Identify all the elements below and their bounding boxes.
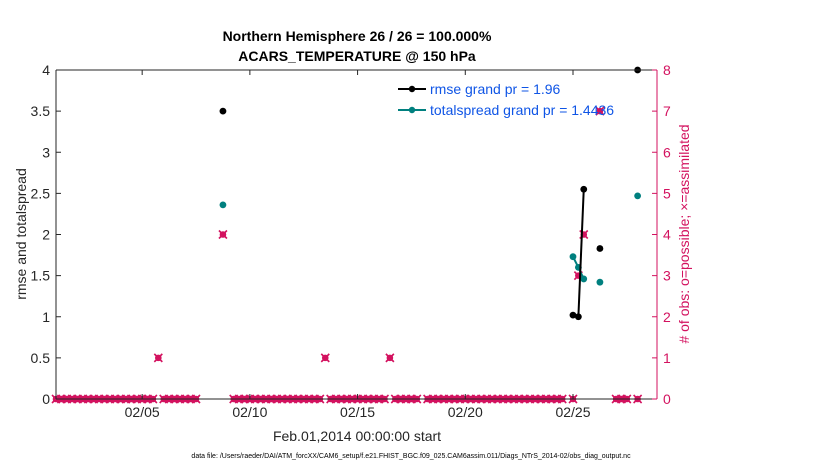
rmse-point bbox=[596, 245, 604, 252]
x-tick-label: 02/25 bbox=[555, 404, 590, 420]
y-left-tick-label: 4 bbox=[42, 62, 50, 78]
legend: rmse grand pr = 1.96 totalspread grand p… bbox=[398, 81, 614, 118]
obs-count-marker bbox=[218, 229, 228, 240]
y-left-tick-label: 1.5 bbox=[31, 268, 51, 284]
y-right-tick-label: 2 bbox=[663, 309, 671, 325]
y-left-tick-label: 0.5 bbox=[31, 350, 51, 366]
totalspread-point bbox=[596, 278, 604, 286]
obs-count-marker bbox=[595, 106, 605, 116]
rmse-point bbox=[569, 311, 577, 319]
y-right-tick-label: 5 bbox=[663, 185, 671, 201]
x-tick-label: 02/15 bbox=[340, 404, 375, 420]
y-right-tick-label: 0 bbox=[663, 391, 671, 407]
legend-totalspread-label: totalspread grand pr = 1.4436 bbox=[430, 102, 614, 118]
y-left-tick-label: 0 bbox=[42, 391, 50, 407]
y-right-tick-label: 3 bbox=[663, 268, 671, 284]
y-right-tick-label: 4 bbox=[663, 227, 671, 243]
obs-count-marker bbox=[153, 353, 163, 363]
totalspread-point bbox=[580, 275, 588, 283]
x-axis-label: Feb.01,2014 00:00:00 start bbox=[273, 428, 441, 444]
rmse-point bbox=[580, 185, 588, 193]
legend-totalspread-marker bbox=[408, 106, 416, 114]
y-right-tick-label: 6 bbox=[663, 144, 671, 160]
rmse-point bbox=[219, 107, 227, 115]
obs-count-marker bbox=[385, 353, 395, 363]
data-file-footnote: data file: /Users/raeder/DAI/ATM_forcXX/… bbox=[191, 453, 631, 460]
x-tick-label: 02/10 bbox=[232, 404, 267, 420]
y-left-tick-label: 1 bbox=[42, 309, 50, 325]
chart-title-line1: Northern Hemisphere 26 / 26 = 100.000% bbox=[223, 28, 492, 44]
y-left-tick-label: 3 bbox=[42, 144, 50, 160]
y-left-tick-label: 3.5 bbox=[31, 103, 51, 119]
obs-count-marker bbox=[320, 353, 330, 363]
totalspread-point bbox=[634, 192, 642, 200]
y-right-axis-label: # of obs: o=possible; ×=assimilated bbox=[676, 124, 692, 343]
totalspread-point bbox=[219, 201, 227, 209]
totalspread-point bbox=[569, 253, 577, 261]
y-left-axis-label: rmse and totalspread bbox=[13, 168, 29, 300]
rmse-point bbox=[574, 313, 582, 321]
legend-rmse-label: rmse grand pr = 1.96 bbox=[430, 81, 561, 97]
y-left-tick-label: 2 bbox=[42, 227, 50, 243]
legend-rmse-marker bbox=[408, 85, 416, 93]
y-right-tick-label: 7 bbox=[663, 103, 671, 119]
plot-area bbox=[56, 70, 657, 399]
y-left-tick-label: 2.5 bbox=[31, 185, 51, 201]
x-tick-label: 02/05 bbox=[125, 404, 160, 420]
y-right-tick-label: 1 bbox=[663, 350, 671, 366]
y-right-tick-label: 8 bbox=[663, 62, 671, 78]
axes: 02/05 02/10 02/15 02/20 02/25 0 0.5 1 1.5 2 2.5 3 3.… bbox=[31, 62, 671, 420]
chart-title-line2: ACARS_TEMPERATURE @ 150 hPa bbox=[238, 48, 476, 64]
x-tick-label: 02/20 bbox=[448, 404, 483, 420]
